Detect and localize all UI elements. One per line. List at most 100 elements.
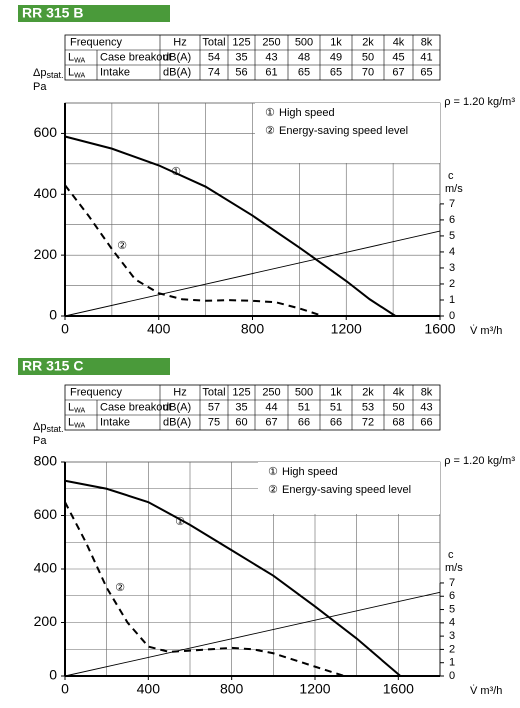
row-label-sub: WA [74, 57, 85, 64]
series-line [64, 135, 397, 317]
y2-tick-label: 3 [449, 262, 455, 274]
series-line [64, 479, 402, 677]
row-value: 68 [392, 416, 404, 428]
chart-title: RR 315 C [22, 358, 83, 374]
row-value: 75 [208, 416, 220, 428]
row-value: 67 [265, 416, 277, 428]
row-value: 45 [392, 51, 404, 63]
row-label-sub: WA [74, 422, 85, 429]
header-bar [18, 5, 170, 22]
row-unit: dB(A) [163, 416, 191, 428]
row-unit: dB(A) [163, 401, 191, 413]
row-value: 48 [298, 51, 310, 63]
row-value: 43 [265, 51, 277, 63]
table-header: 500 [295, 36, 313, 48]
row-value: 44 [265, 401, 277, 413]
row-value: 65 [420, 66, 432, 78]
row-label-main: L [68, 401, 74, 413]
annotation: ρ = 1.20 kg/m³ [444, 455, 515, 467]
row-value: 57 [208, 401, 220, 413]
row-value: 35 [235, 401, 247, 413]
y2-tick-label: 4 [449, 246, 455, 258]
legend-marker: ② [265, 125, 275, 137]
row-value: 50 [362, 51, 374, 63]
row-value: 41 [420, 51, 432, 63]
row-value: 74 [208, 66, 220, 78]
y2-tick-label: 2 [449, 643, 455, 655]
y2-tick-label: 0 [449, 670, 455, 682]
y2-tick-label: 3 [449, 630, 455, 642]
row-value: 60 [235, 416, 247, 428]
row-label: LWA [68, 66, 85, 79]
x-tick-label: 1600 [383, 681, 414, 697]
y2-axis-label: c [448, 170, 454, 182]
table-header: Hz [173, 386, 186, 398]
y-label-main: Δp [33, 67, 46, 79]
curve-marker: ① [171, 166, 181, 178]
row-value: 61 [265, 66, 277, 78]
x-tick-label: 1200 [331, 321, 362, 337]
y2-tick-label: 1 [449, 294, 455, 306]
y-axis-label: Δpstat. [33, 67, 63, 80]
y-axis-unit: Pa [33, 81, 47, 93]
y2-axis-unit: m/s [445, 562, 463, 574]
y2-tick-label: 7 [449, 577, 455, 589]
legend-marker: ① [265, 107, 275, 119]
x-tick-label: 1200 [299, 681, 330, 697]
table-header: 125 [232, 36, 250, 48]
row-source: Case breakout [100, 51, 172, 63]
y-label-sub: stat. [46, 424, 63, 434]
legend-label: High speed [282, 466, 338, 478]
table-header: Frequency [70, 36, 122, 48]
table-header: 4k [393, 386, 405, 398]
table-header: Hz [173, 36, 186, 48]
x-axis-label: V̇ m³/h [470, 324, 502, 337]
y-tick-label: 200 [34, 613, 58, 629]
row-label-main: L [68, 51, 74, 63]
row-value: 56 [235, 66, 247, 78]
table-frame [64, 34, 441, 81]
table-header: 4k [393, 36, 405, 48]
curve-marker: ① [175, 516, 185, 528]
y-tick-label: 200 [34, 246, 58, 262]
row-value: 50 [392, 401, 404, 413]
x-tick-label: 400 [147, 321, 171, 337]
y-tick-label: 400 [34, 560, 58, 576]
row-unit: dB(A) [163, 51, 191, 63]
row-source: Intake [100, 416, 130, 428]
row-value: 66 [298, 416, 310, 428]
y-axis-label: Δpstat. [33, 421, 63, 434]
row-value: 65 [298, 66, 310, 78]
y2-tick-label: 5 [449, 603, 455, 615]
table-header: Frequency [70, 386, 122, 398]
legend-label: High speed [279, 107, 335, 119]
legend-box [258, 462, 440, 514]
y2-tick-label: 1 [449, 657, 455, 669]
x-tick-label: 0 [61, 321, 69, 337]
y2-axis-label: c [448, 549, 454, 561]
y-tick-label: 400 [34, 185, 58, 201]
y2-axis-unit: m/s [445, 183, 463, 195]
series-line [64, 184, 324, 317]
row-label-sub: WA [74, 407, 85, 414]
x-tick-label: 400 [137, 681, 161, 697]
row-value: 51 [298, 401, 310, 413]
table-header: 8k [421, 36, 433, 48]
series-line [64, 501, 345, 677]
y2-tick-label: 5 [449, 230, 455, 242]
x-tick-label: 0 [61, 681, 69, 697]
curve-marker: ② [115, 582, 125, 594]
y-label-sub: stat. [46, 70, 63, 80]
legend-marker: ② [268, 484, 278, 496]
row-value: 66 [330, 416, 342, 428]
table-header: 250 [262, 36, 280, 48]
row-value: 35 [235, 51, 247, 63]
y2-tick-label: 7 [449, 198, 455, 210]
legend-marker: ① [268, 466, 278, 478]
row-label-main: L [68, 66, 74, 78]
table-header: 250 [262, 386, 280, 398]
row-value: 49 [330, 51, 342, 63]
table-header: 1k [330, 386, 342, 398]
y2-tick-label: 6 [449, 214, 455, 226]
